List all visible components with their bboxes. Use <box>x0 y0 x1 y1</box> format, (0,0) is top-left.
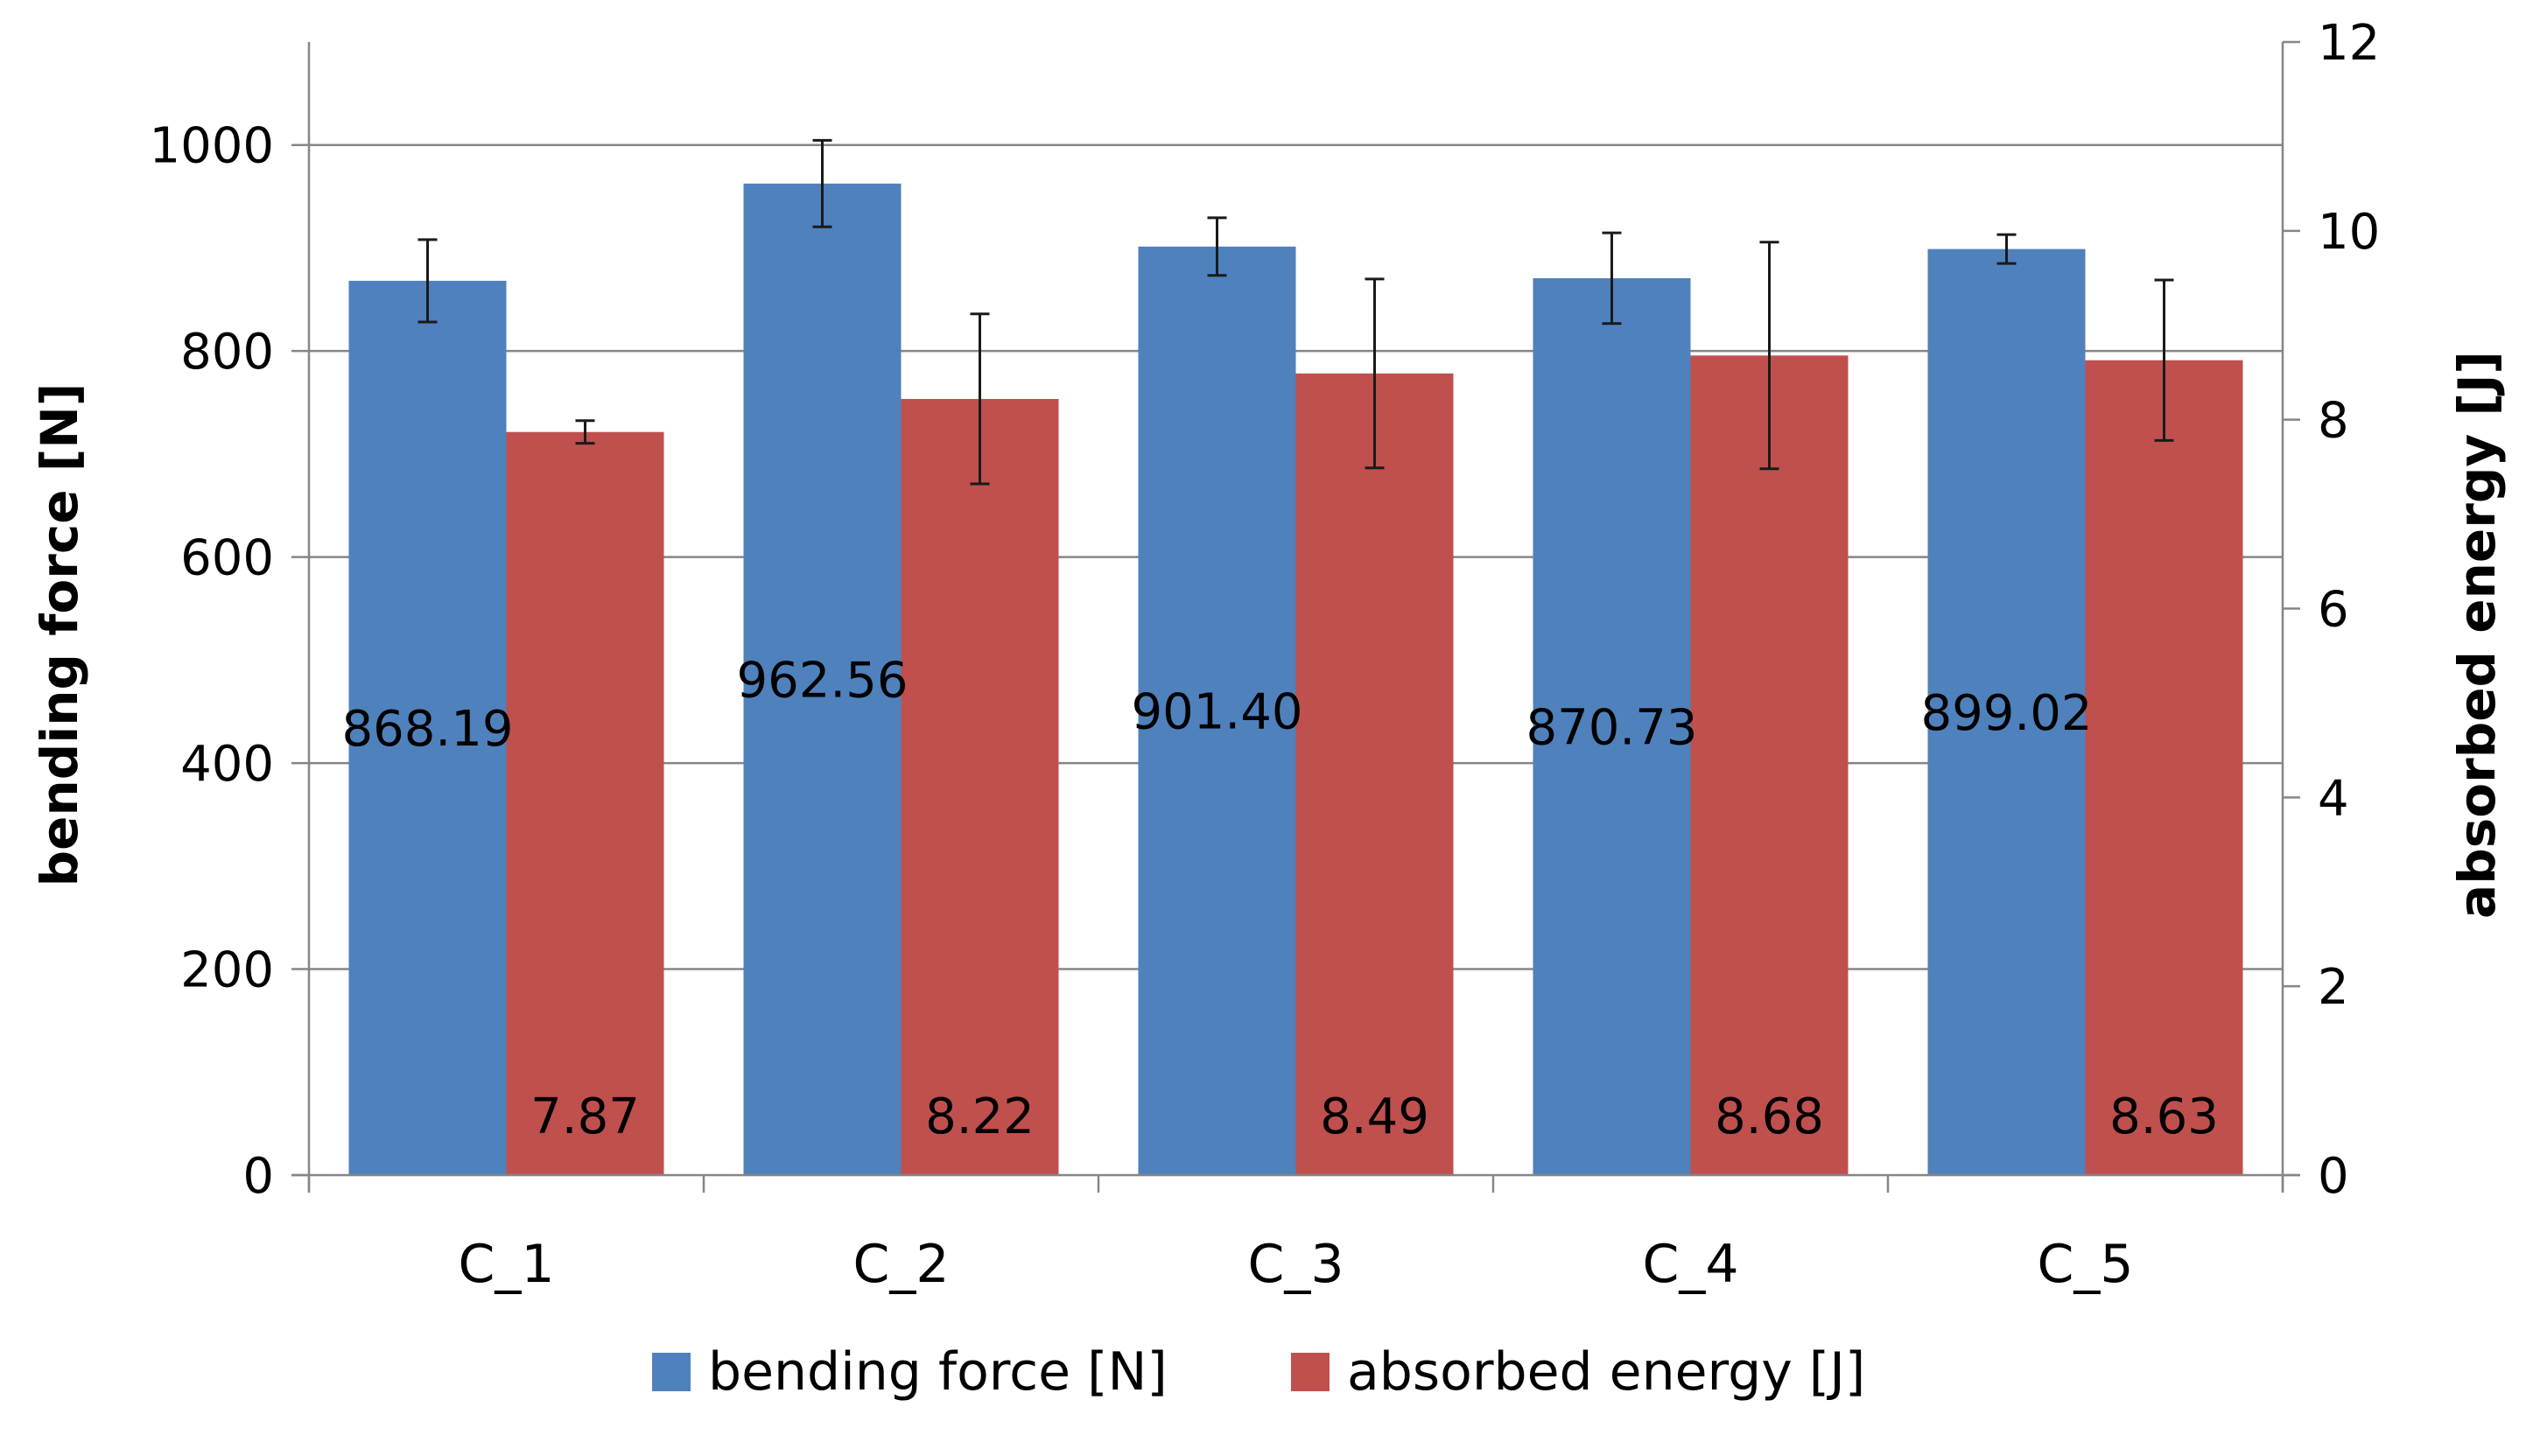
y-tick-label-left: 200 <box>180 942 274 999</box>
bar-bending-force <box>1927 248 2086 1175</box>
data-label-bending-force: 868.19 <box>342 701 514 758</box>
y-tick-label-right: 10 <box>2318 204 2380 261</box>
data-label-absorbed-energy: 8.68 <box>1715 1088 1824 1145</box>
y-tick-label-left: 400 <box>180 736 274 793</box>
bar-absorbed-energy <box>506 431 664 1176</box>
bar-bending-force <box>1138 246 1296 1175</box>
y-tick-label-left: 600 <box>180 530 274 587</box>
x-tick-label: C_2 <box>853 1234 949 1295</box>
y-tick-label-right: 4 <box>2318 770 2349 827</box>
data-label-absorbed-energy: 8.49 <box>1320 1088 1429 1145</box>
bars <box>348 183 2243 1176</box>
y-axis-title-left: bending force [N] <box>30 383 89 887</box>
y-tick-label-right: 12 <box>2318 15 2380 72</box>
x-tick-label: C_5 <box>2037 1234 2133 1295</box>
legend-label: absorbed energy [J] <box>1347 1341 1865 1403</box>
data-label-bending-force: 901.40 <box>1132 683 1303 740</box>
data-label-absorbed-energy: 8.22 <box>925 1088 1035 1145</box>
error-bars <box>417 138 2174 486</box>
data-label-absorbed-energy: 7.87 <box>530 1088 640 1145</box>
bar-bending-force <box>1533 277 1691 1175</box>
legend: bending force [N] absorbed energy [J] <box>652 1341 1865 1403</box>
axes: C_1 C_2 C_3 C_4 C_5 0 200 400 600 800 1000 0 2 4 6 8 10 1… <box>30 15 2507 1295</box>
y-axis-title-right: absorbed energy [J] <box>2447 351 2507 919</box>
legend-swatch <box>652 1353 691 1391</box>
y-tick-label-right: 8 <box>2318 393 2349 450</box>
legend-swatch <box>1291 1353 1330 1391</box>
bar-bending-force <box>743 183 902 1176</box>
x-tick-label: C_4 <box>1642 1234 1738 1295</box>
bar-bending-force <box>348 280 507 1176</box>
data-labels: 868.19 7.87 962.56 8.22 901.40 8.49 870.73 8.68… <box>342 652 2219 1145</box>
x-tick-label: C_3 <box>1247 1234 1344 1295</box>
bar-absorbed-energy <box>1295 373 1454 1176</box>
legend-label: bending force [N] <box>708 1341 1168 1403</box>
x-tick-label: C_1 <box>458 1234 554 1295</box>
data-label-bending-force: 899.02 <box>1921 685 2093 742</box>
y-tick-label-left: 1000 <box>149 118 274 175</box>
y-tick-label-right: 6 <box>2318 582 2349 639</box>
y-tick-label-left: 0 <box>242 1148 274 1205</box>
data-label-absorbed-energy: 8.63 <box>2109 1088 2219 1145</box>
data-label-bending-force: 870.73 <box>1526 699 1698 756</box>
y-tick-label-left: 800 <box>180 324 274 381</box>
bar-absorbed-energy <box>901 398 1059 1175</box>
y-tick-label-right: 2 <box>2318 959 2349 1016</box>
bar-absorbed-energy <box>2085 360 2243 1175</box>
y-tick-label-right: 0 <box>2318 1148 2349 1205</box>
data-label-bending-force: 962.56 <box>737 652 909 709</box>
bar-absorbed-energy <box>1690 355 1849 1175</box>
